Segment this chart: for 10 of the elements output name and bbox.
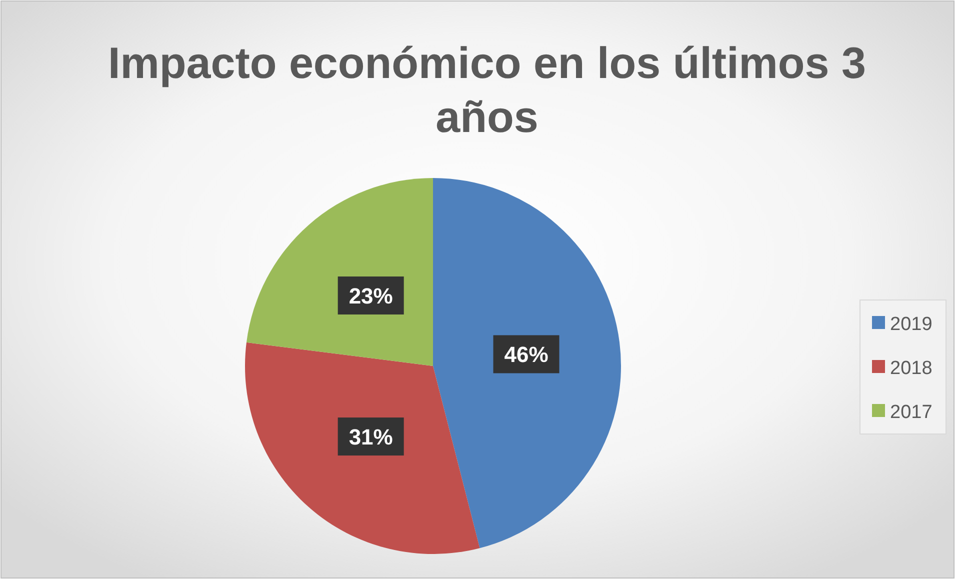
data-label: 31% bbox=[348, 424, 393, 450]
legend-label: 2017 bbox=[890, 402, 932, 423]
data-label: 23% bbox=[348, 283, 393, 308]
pie-slice bbox=[245, 342, 480, 554]
legend-label: 2018 bbox=[890, 358, 932, 379]
pie-slice bbox=[246, 178, 433, 366]
pie-slice bbox=[433, 178, 621, 548]
chart-title: Impacto económico en los últimos 3 años bbox=[108, 39, 866, 142]
data-label: 46% bbox=[504, 342, 548, 368]
legend-label: 2019 bbox=[890, 314, 932, 335]
